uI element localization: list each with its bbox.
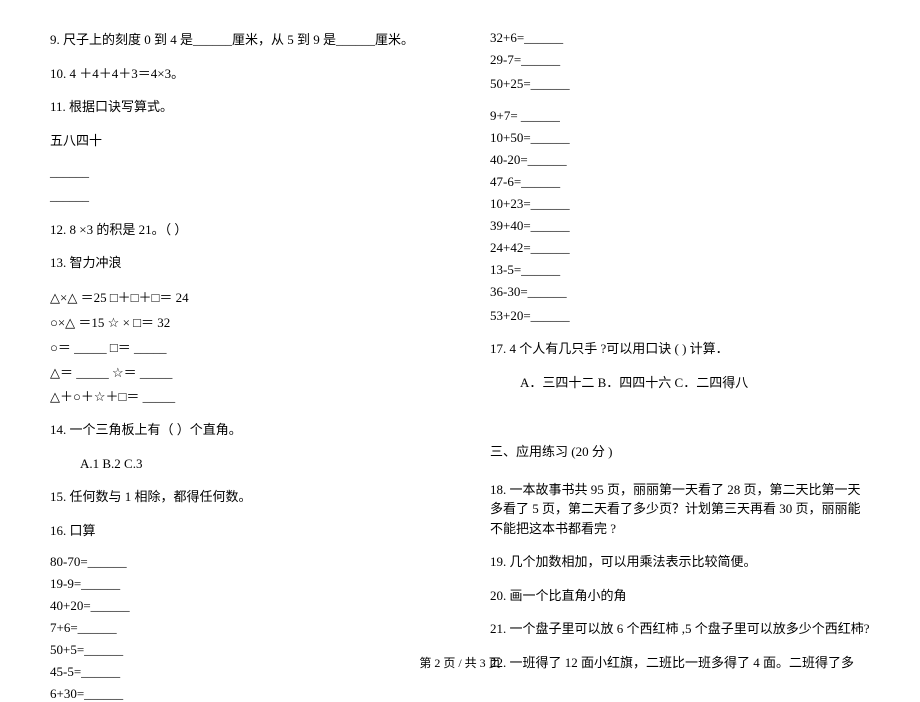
calc-11: 9+7= ______	[490, 108, 870, 124]
calc-3: 40+20=______	[50, 598, 430, 614]
calc-20: 53+20=______	[490, 306, 870, 326]
section-3-title: 三、应用练习 (20 分 )	[490, 442, 870, 462]
calc-16: 39+40=______	[490, 218, 870, 234]
calc-1: 80-70=______	[50, 554, 430, 570]
left-column: 9. 尺子上的刻度 0 到 4 是______厘米，从 5 到 9 是_____…	[50, 30, 430, 650]
calc-12: 10+50=______	[490, 130, 870, 146]
question-11-sub: 五八四十	[50, 131, 430, 151]
question-20: 20. 画一个比直角小的角	[490, 586, 870, 606]
question-16: 16. 口算	[50, 521, 430, 541]
question-17-options: A．三四十二 B．四四十六 C．二四得八	[490, 373, 870, 393]
question-10: 10. 4 ＋4＋4＋3＝4×3。	[50, 64, 430, 84]
spacer	[490, 406, 870, 422]
calc-4: 7+6=______	[50, 620, 430, 636]
question-12: 12. 8 ×3 的积是 21。（ ）	[50, 220, 430, 240]
calc-19: 36-30=______	[490, 284, 870, 300]
calc-13: 40-20=______	[490, 152, 870, 168]
question-14-options: A.1 B.2 C.3	[50, 454, 430, 474]
question-14: 14. 一个三角板上有（ ）个直角。	[50, 420, 430, 440]
q13-line-2: ○×△ ＝15 ☆ × □＝ 32	[50, 312, 430, 331]
page-columns: 9. 尺子上的刻度 0 到 4 是______厘米，从 5 到 9 是_____…	[50, 30, 870, 650]
blank-line-2: ______	[50, 186, 430, 206]
page-footer: 第 2 页 / 共 3 页	[0, 654, 920, 671]
question-17: 17. 4 个人有几只手 ?可以用口诀 ( ) 计算．	[490, 339, 870, 359]
calc-7: 6+30=______	[50, 686, 430, 702]
blank-line-1: ______	[50, 164, 430, 180]
calc-2: 19-9=______	[50, 576, 430, 592]
calc-17: 24+42=______	[490, 240, 870, 256]
question-13: 13. 智力冲浪	[50, 253, 430, 273]
q13-line-1: △×△ ＝25 □＋□＋□＝ 24	[50, 287, 430, 306]
question-18: 18. 一本故事书共 95 页，丽丽第一天看了 28 页，第二天比第一天多看了 …	[490, 480, 870, 539]
calc-9: 29-7=______	[490, 52, 870, 68]
q13-line-3: ○＝ _____ □＝ _____	[50, 337, 430, 356]
question-19: 19. 几个加数相加，可以用乘法表示比较简便。	[490, 552, 870, 572]
q13-line-4: △＝ _____ ☆＝ _____	[50, 362, 430, 381]
calc-18: 13-5=______	[490, 262, 870, 278]
question-9: 9. 尺子上的刻度 0 到 4 是______厘米，从 5 到 9 是_____…	[50, 30, 430, 50]
calc-10: 50+25=______	[490, 74, 870, 94]
calc-15: 10+23=______	[490, 196, 870, 212]
calc-14: 47-6=______	[490, 174, 870, 190]
question-11: 11. 根据口诀写算式。	[50, 97, 430, 117]
question-21: 21. 一个盘子里可以放 6 个西红柿 ,5 个盘子里可以放多少个西红柿?	[490, 619, 870, 639]
calc-8: 32+6=______	[490, 30, 870, 46]
q13-line-5: △＋○＋☆＋□＝ _____	[50, 387, 430, 407]
right-column: 32+6=______ 29-7=______ 50+25=______ 9+7…	[490, 30, 870, 650]
question-15: 15. 任何数与 1 相除，都得任何数。	[50, 487, 430, 507]
